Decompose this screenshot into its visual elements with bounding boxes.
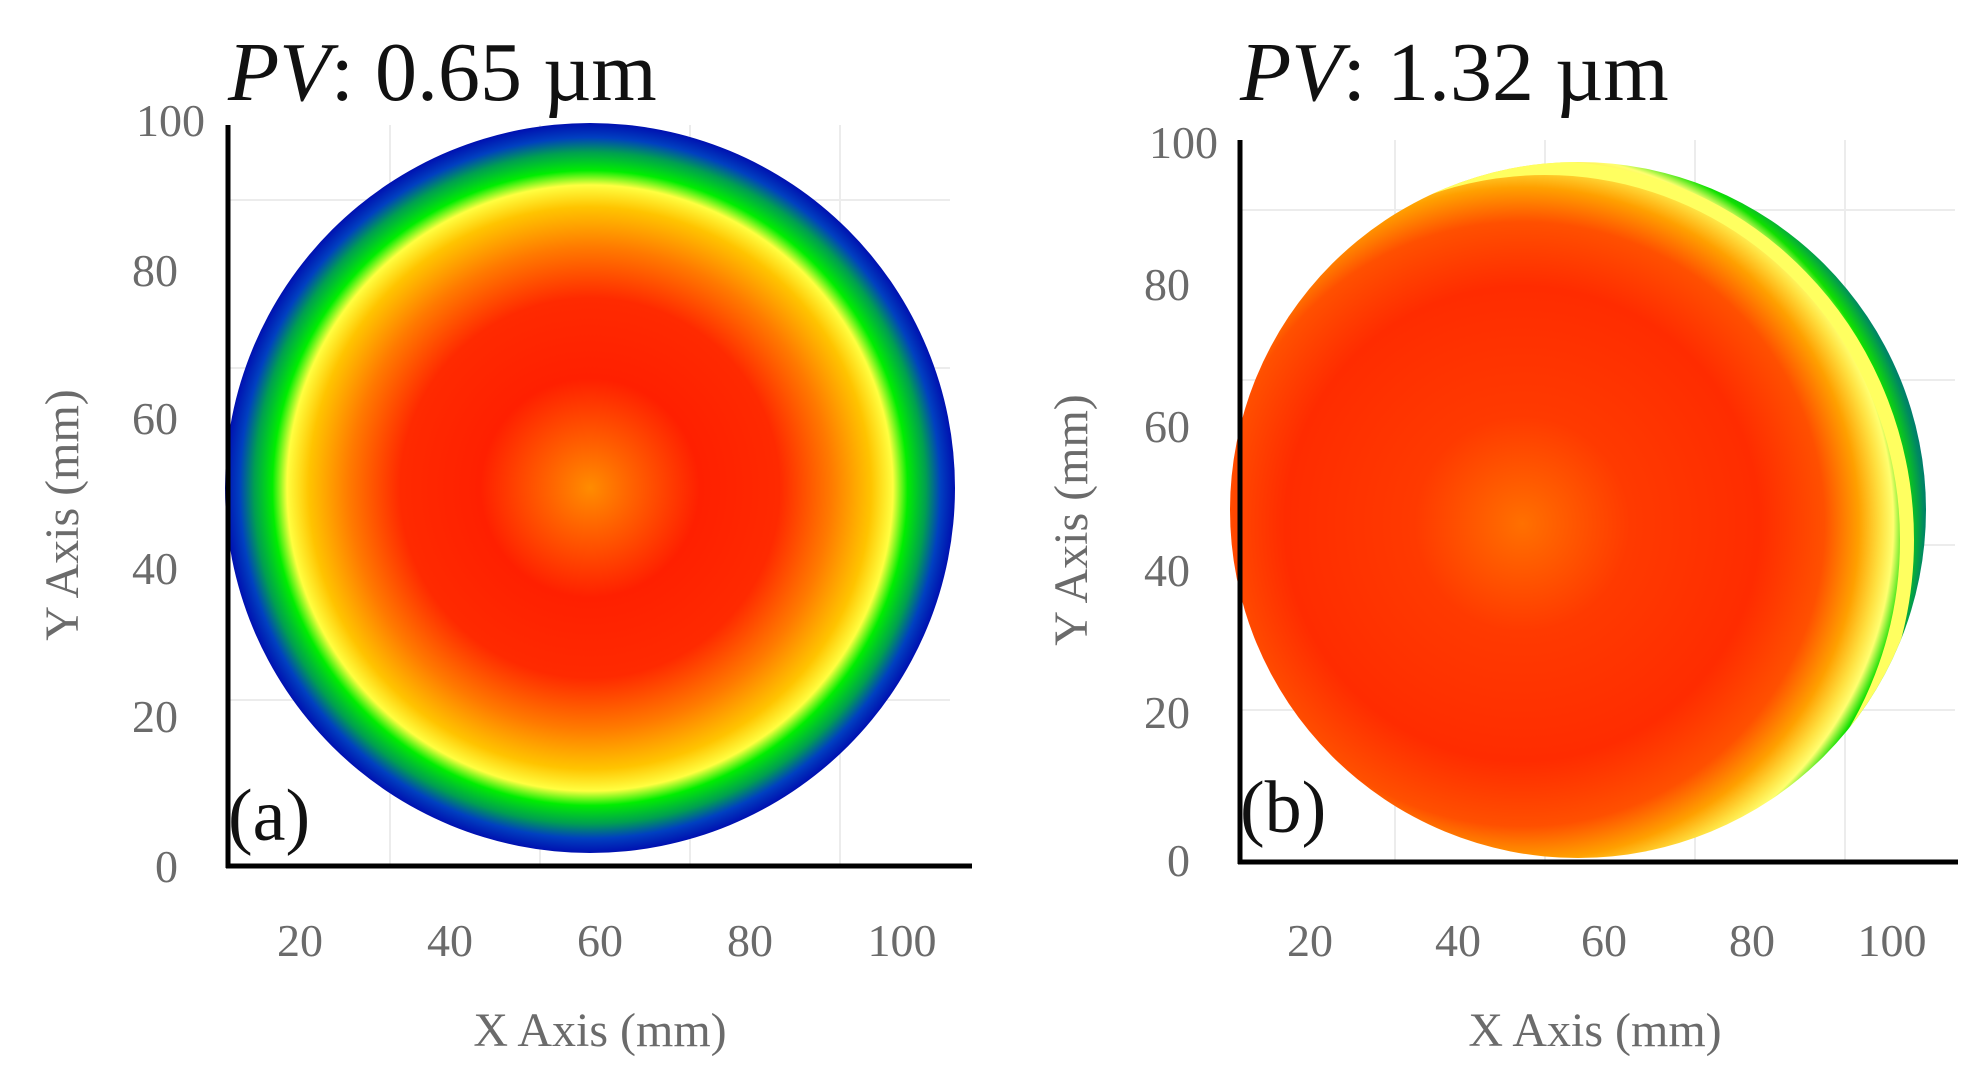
panel-b-pv-label: PV — [1239, 26, 1351, 119]
panel-a-surface-map: PV: 0.65 µm 100 80 60 40 20 0 20 40 60 8… — [36, 26, 972, 1057]
panel-a-label: (a) — [228, 775, 310, 857]
panel-a-pv-label: PV — [227, 26, 339, 119]
panel-a-xtick-40: 40 — [427, 915, 473, 966]
panel-a-pv-title: PV: 0.65 µm — [227, 26, 657, 119]
panel-a-ytick-0: 0 — [155, 841, 178, 892]
panel-b-ytick-40: 40 — [1144, 545, 1190, 596]
panel-a-ytick-60: 60 — [132, 393, 178, 444]
panel-b-xtick-60: 60 — [1581, 915, 1627, 966]
panel-a-xtick-20: 20 — [277, 915, 323, 966]
panel-a-y-axis-title: Y Axis (mm) — [36, 389, 89, 641]
panel-a-xtick-80: 80 — [727, 915, 773, 966]
panel-b-ytick-0: 0 — [1167, 835, 1190, 886]
panel-b-ytick-100: 100 — [1149, 117, 1218, 168]
panel-b-xtick-40: 40 — [1435, 915, 1481, 966]
panel-b-y-axis-title: Y Axis (mm) — [1045, 394, 1098, 646]
panel-b-xtick-80: 80 — [1729, 915, 1775, 966]
panel-b-label: (b) — [1240, 767, 1326, 849]
panel-b-xtick-20: 20 — [1287, 915, 1333, 966]
panel-b-pv-title: PV: 1.32 µm — [1239, 26, 1669, 119]
panel-b-pv-value: : 1.32 µm — [1343, 26, 1669, 119]
panel-a-ytick-20: 20 — [132, 691, 178, 742]
panel-a-surface-disk — [225, 123, 955, 853]
panel-b-surface-disk — [1230, 162, 1926, 858]
panel-b-ytick-80: 80 — [1144, 259, 1190, 310]
panel-b-surface-map: PV: 1.32 µm 100 80 60 40 20 0 20 40 60 8… — [1045, 26, 1958, 1057]
panel-a-ytick-40: 40 — [132, 543, 178, 594]
panel-a-xtick-100: 100 — [868, 915, 937, 966]
panel-a-pv-value: : 0.65 µm — [331, 26, 657, 119]
panel-a-xtick-60: 60 — [577, 915, 623, 966]
panel-b-x-axis-title: X Axis (mm) — [1468, 1004, 1721, 1057]
panel-a-ytick-80: 80 — [132, 245, 178, 296]
panel-a-x-axis-title: X Axis (mm) — [473, 1004, 726, 1057]
panel-b-edge-bands — [1230, 162, 1914, 858]
panel-b-ytick-20: 20 — [1144, 687, 1190, 738]
panel-b-ytick-60: 60 — [1144, 401, 1190, 452]
panel-a-ytick-100: 100 — [136, 95, 205, 146]
panel-b-xtick-100: 100 — [1858, 915, 1927, 966]
